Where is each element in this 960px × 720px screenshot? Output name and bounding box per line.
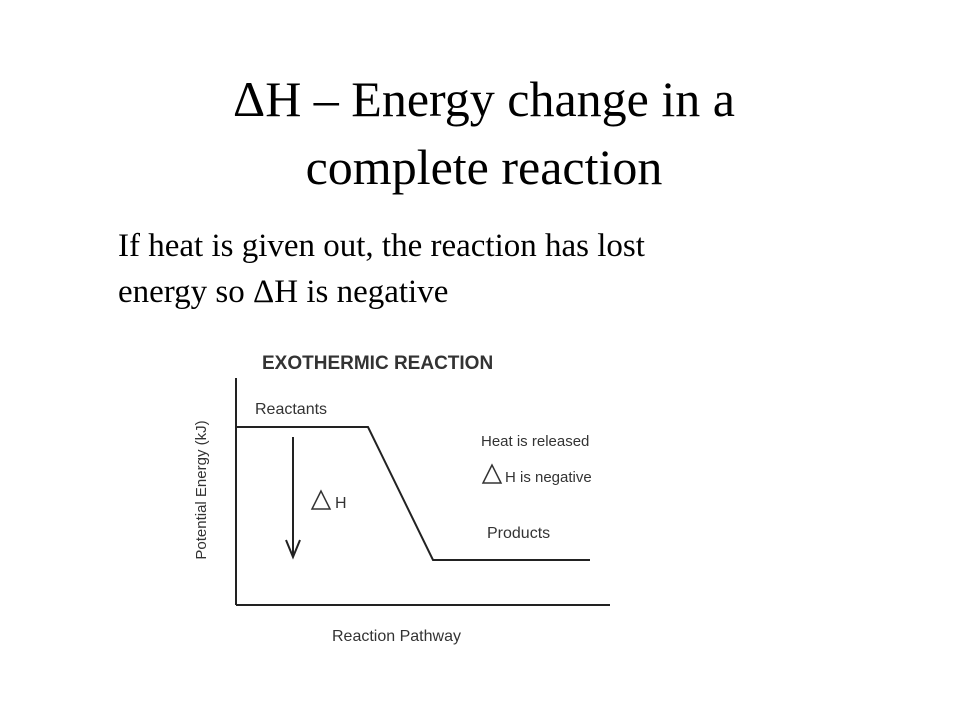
energy-diagram: EXOTHERMIC REACTION Potential Energy (kJ…	[193, 353, 610, 645]
delta-icon	[310, 489, 332, 510]
delta-label: H	[335, 495, 347, 512]
delta-icon	[481, 463, 503, 484]
arrow-head	[285, 539, 301, 560]
products-label: Products	[487, 525, 550, 542]
body-text: If heat is given out, the reaction has l…	[118, 228, 645, 264]
note: H is negative	[505, 469, 592, 486]
slide-title: complete reaction	[306, 139, 663, 195]
reactants-label: Reactants	[255, 401, 327, 418]
slide-title: ΔH – Energy change in a	[233, 71, 735, 127]
note: Heat is released	[481, 433, 589, 450]
energy-curve	[236, 426, 590, 561]
diagram-title: EXOTHERMIC REACTION	[262, 353, 493, 374]
body-text: energy so ΔH is negative	[118, 274, 448, 310]
x-axis-label: Reaction Pathway	[332, 628, 461, 645]
y-axis-label: Potential Energy (kJ)	[193, 420, 210, 559]
